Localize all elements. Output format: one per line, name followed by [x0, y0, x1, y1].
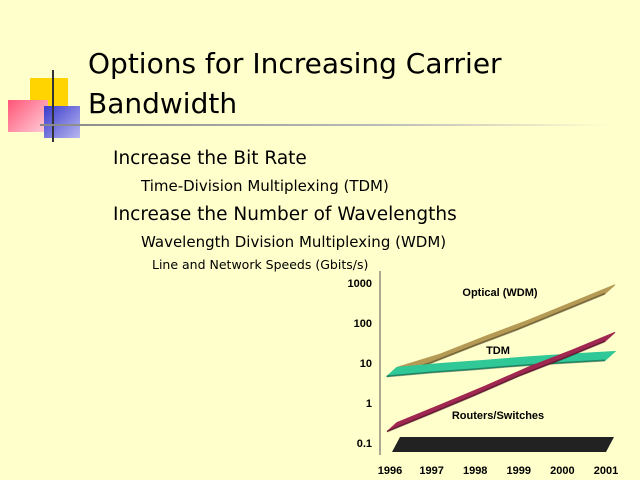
series-label: TDM — [486, 345, 510, 357]
decorative-vertical-line — [52, 70, 54, 142]
x-tick-label: 2001 — [594, 465, 618, 477]
decorative-red-square — [8, 100, 48, 132]
baseline-band — [392, 437, 614, 452]
x-tick-label: 2000 — [550, 465, 574, 477]
series-label: Routers/Switches — [452, 410, 544, 422]
decorative-blue-square — [44, 106, 80, 138]
title-underline — [40, 124, 610, 126]
sub-bullet-item: Time-Division Multiplexing (TDM) — [141, 177, 389, 195]
slide-title: Options for Increasing Carrier Bandwidth — [88, 47, 502, 120]
series-edge — [386, 340, 606, 433]
y-tick-label: 1000 — [348, 278, 372, 290]
series-ribbon — [386, 331, 616, 433]
bullet-item: Increase the Bit Rate — [113, 148, 307, 169]
sub-bullet-item: Wavelength Division Multiplexing (WDM) — [141, 233, 447, 251]
y-tick-label: 100 — [354, 318, 372, 330]
bullet-item: Increase the Number of Wavelengths — [113, 204, 457, 225]
x-tick-label: 1996 — [378, 465, 402, 477]
x-tick-label: 1998 — [463, 465, 487, 477]
x-tick-label: 1997 — [419, 465, 443, 477]
series-label: Optical (WDM) — [462, 287, 537, 299]
y-tick-label: 10 — [360, 358, 372, 370]
y-tick-label: 0.1 — [357, 438, 372, 450]
series-ribbon — [386, 284, 616, 377]
x-tick-label: 1999 — [507, 465, 531, 477]
chart-title: Line and Network Speeds (Gbits/s) — [152, 257, 369, 272]
y-tick-label: 1 — [366, 398, 372, 410]
series-edge — [386, 359, 606, 378]
